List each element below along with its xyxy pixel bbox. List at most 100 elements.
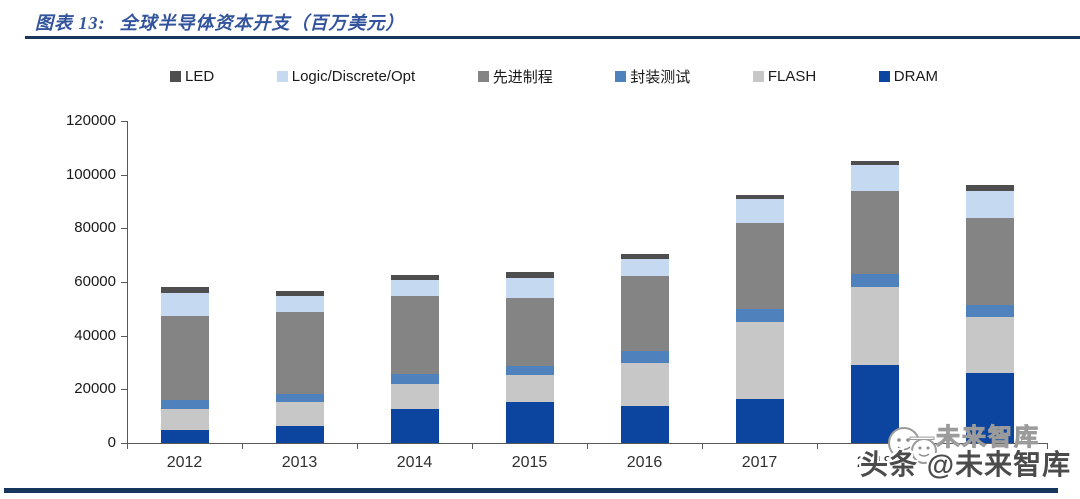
bar-segment-Logic/Discrete/Opt [735, 198, 784, 223]
x-axis-tick [357, 444, 358, 449]
legend-swatch-icon [170, 71, 181, 82]
x-axis-tick [817, 444, 818, 449]
bar-segment-先进制程 [850, 190, 899, 274]
legend-item: FLASH [752, 68, 817, 85]
bar-segment-LED [505, 271, 554, 278]
bar-segment-FLASH [735, 322, 784, 399]
bar-segment-LED [620, 254, 669, 259]
bar-segment-先进制程 [275, 312, 324, 394]
bar-segment-Logic/Discrete/Opt [160, 292, 209, 316]
x-axis-line [127, 443, 1048, 444]
bar-segment-Logic/Discrete/Opt [390, 280, 439, 297]
legend-item: 先进制程 [477, 66, 553, 87]
bar-segment-Logic/Discrete/Opt [275, 295, 324, 313]
y-axis-label: 80000 [74, 219, 116, 237]
legend-item: DRAM [878, 68, 938, 85]
x-axis-tick [472, 444, 473, 449]
y-axis-tick [121, 228, 127, 230]
bar-segment-Logic/Discrete/Opt [620, 258, 669, 276]
wechat-smiley-icon [888, 427, 937, 464]
bar-segment-LED [390, 274, 439, 281]
y-axis-tick [121, 335, 127, 337]
bar-segment-先进制程 [160, 315, 209, 401]
bar-segment-封装测试 [965, 305, 1014, 318]
x-axis-label: 2014 [396, 454, 433, 471]
figure-title: 图表 13: 全球半导体资本开支（百万美元） [35, 9, 405, 35]
bar-segment-FLASH [275, 402, 324, 426]
bar-segment-先进制程 [620, 275, 669, 352]
x-axis-tick [1047, 444, 1048, 449]
bar-segment-Logic/Discrete/Opt [965, 191, 1014, 219]
legend-item: 封装测试 [615, 66, 690, 87]
y-axis-label: 20000 [74, 380, 116, 398]
bar-segment-FLASH [390, 383, 439, 410]
y-axis-label: 0 [107, 434, 116, 451]
legend-label: LED [185, 68, 215, 85]
y-axis-line [127, 121, 128, 444]
bar-segment-DRAM [505, 402, 554, 443]
x-axis-label: 2013 [281, 454, 318, 471]
bar-segment-FLASH [505, 375, 554, 403]
bar-segment-LED [850, 161, 899, 166]
legend-item: Logic/Discrete/Opt [276, 68, 416, 85]
bar-segment-Logic/Discrete/Opt [850, 165, 899, 191]
x-axis-label: 2012 [166, 454, 203, 471]
bar-segment-DRAM [965, 372, 1014, 443]
x-axis-label: 2018 [856, 454, 893, 471]
legend-label: Logic/Discrete/Opt [291, 68, 416, 85]
bar-segment-DRAM [160, 429, 209, 443]
x-axis-tick [242, 444, 243, 449]
legend-label: FLASH [767, 68, 817, 85]
bar-segment-FLASH [160, 409, 209, 430]
figure-title-prefix: 图表 13: [35, 13, 106, 33]
bar-segment-DRAM [390, 409, 439, 443]
top-rule [25, 36, 1080, 39]
bar-segment-先进制程 [390, 296, 439, 375]
y-axis-label: 40000 [74, 326, 116, 344]
legend-swatch-icon [477, 71, 489, 82]
bar-segment-封装测试 [850, 273, 899, 288]
watermark-outline-text: —未来智库 [910, 424, 1040, 452]
y-axis-tick [121, 443, 127, 444]
bottom-rule [4, 488, 1058, 493]
bar-segment-先进制程 [505, 297, 554, 366]
y-axis-tick [121, 282, 127, 283]
legend-swatch-icon [878, 71, 890, 82]
bar-segment-DRAM [620, 406, 669, 443]
legend-label: 封装测试 [630, 69, 691, 86]
watermark: —未来智库 头条 @未来智库 [858, 413, 1080, 493]
figure-title-text: 全球半导体资本开支（百万美元） [119, 13, 405, 33]
bar-segment-封装测试 [620, 351, 669, 363]
legend-label: DRAM [893, 68, 938, 85]
chart-legend: LED Logic/Discrete/Opt 先进制程 封装测试 FLASH DRAM [170, 66, 938, 87]
bar-segment-Logic/Discrete/Opt [505, 277, 554, 298]
bar-segment-FLASH [965, 317, 1014, 373]
x-axis-tick [702, 444, 703, 449]
y-axis-label: 120000 [65, 112, 116, 129]
legend-swatch-icon [276, 71, 288, 82]
bar-segment-FLASH [620, 362, 669, 407]
legend-swatch-icon [752, 71, 764, 82]
bar-segment-LED [275, 290, 324, 296]
x-axis-label: 2017 [741, 454, 778, 471]
bar-segment-封装测试 [735, 308, 784, 323]
y-axis-label: 60000 [74, 273, 116, 290]
bar-segment-封装测试 [160, 400, 209, 410]
bar-segment-LED [160, 287, 209, 293]
legend-item: LED [170, 68, 214, 85]
y-axis-tick [121, 121, 127, 122]
x-axis-tick [587, 444, 588, 449]
y-axis-tick [121, 174, 127, 176]
bar-segment-封装测试 [390, 374, 439, 384]
bar-segment-DRAM [735, 398, 784, 443]
x-axis-tick [127, 444, 128, 449]
watermark-main-text: 头条 @未来智库 [860, 449, 1072, 480]
bar-segment-封装测试 [505, 365, 554, 376]
bar-segment-先进制程 [965, 218, 1014, 306]
legend-label: 先进制程 [492, 69, 553, 86]
legend-swatch-icon [615, 71, 627, 82]
x-axis-label: 2015 [511, 454, 548, 471]
bar-segment-DRAM [275, 425, 324, 443]
bar-segment-FLASH [850, 287, 899, 366]
